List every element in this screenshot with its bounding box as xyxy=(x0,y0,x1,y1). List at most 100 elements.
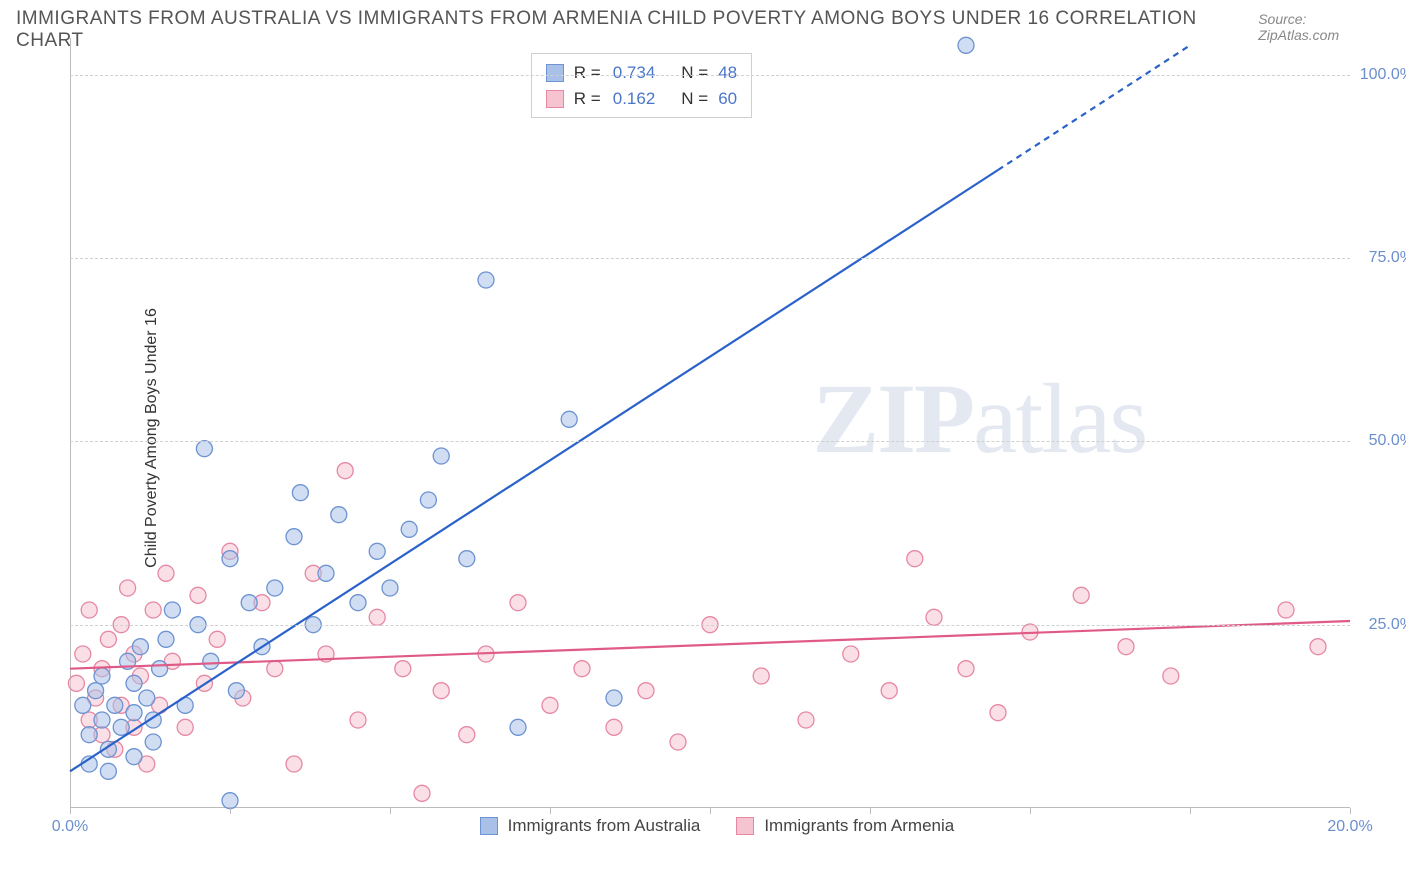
data-point xyxy=(222,793,238,809)
correlation-legend: R = 0.734 N = 48R = 0.162 N = 60 xyxy=(531,53,752,118)
data-point xyxy=(100,763,116,779)
y-tick-label: 25.0% xyxy=(1369,616,1406,634)
data-point xyxy=(241,595,257,611)
x-tick xyxy=(1350,808,1351,814)
data-point xyxy=(190,587,206,603)
legend-item: Immigrants from Australia xyxy=(480,816,701,836)
data-point xyxy=(100,631,116,647)
y-tick-label: 100.0% xyxy=(1360,66,1406,84)
data-point xyxy=(267,661,283,677)
chart-svg xyxy=(70,38,1350,808)
data-point xyxy=(158,631,174,647)
r-label: R = xyxy=(574,86,601,112)
x-tick xyxy=(870,808,871,814)
data-point xyxy=(510,719,526,735)
x-tick xyxy=(1190,808,1191,814)
legend-item: Immigrants from Armenia xyxy=(736,816,954,836)
r-label: R = xyxy=(574,60,601,86)
data-point xyxy=(318,565,334,581)
data-point xyxy=(926,609,942,625)
data-point xyxy=(395,661,411,677)
data-point xyxy=(164,602,180,618)
data-point xyxy=(132,639,148,655)
x-tick xyxy=(1030,808,1031,814)
data-point xyxy=(126,705,142,721)
data-point xyxy=(177,719,193,735)
r-value: 0.734 xyxy=(613,60,656,86)
data-point xyxy=(228,683,244,699)
data-point xyxy=(369,543,385,559)
data-point xyxy=(459,727,475,743)
data-point xyxy=(843,646,859,662)
data-point xyxy=(113,719,129,735)
legend-swatch xyxy=(546,90,564,108)
data-point xyxy=(94,668,110,684)
trend-line xyxy=(998,45,1190,170)
data-point xyxy=(75,646,91,662)
data-point xyxy=(798,712,814,728)
data-point xyxy=(510,595,526,611)
n-value: 60 xyxy=(718,86,737,112)
data-point xyxy=(1073,587,1089,603)
data-point xyxy=(459,551,475,567)
data-point xyxy=(267,580,283,596)
data-point xyxy=(1278,602,1294,618)
series-legend: Immigrants from Australia Immigrants from… xyxy=(480,816,955,836)
x-tick xyxy=(230,808,231,814)
data-point xyxy=(152,661,168,677)
data-point xyxy=(145,734,161,750)
data-point xyxy=(139,690,155,706)
r-value: 0.162 xyxy=(613,86,656,112)
data-point xyxy=(414,785,430,801)
data-point xyxy=(420,492,436,508)
data-point xyxy=(286,756,302,772)
legend-row: R = 0.162 N = 60 xyxy=(546,86,737,112)
x-tick-label: 20.0% xyxy=(1327,818,1372,836)
gridline-h xyxy=(70,75,1350,76)
data-point xyxy=(990,705,1006,721)
legend-swatch xyxy=(480,817,498,835)
data-point xyxy=(145,602,161,618)
data-point xyxy=(350,595,366,611)
data-point xyxy=(337,463,353,479)
data-point xyxy=(222,551,238,567)
data-point xyxy=(958,661,974,677)
data-point xyxy=(907,551,923,567)
legend-swatch xyxy=(736,817,754,835)
data-point xyxy=(881,683,897,699)
data-point xyxy=(382,580,398,596)
data-point xyxy=(433,683,449,699)
data-point xyxy=(369,609,385,625)
legend-row: R =0.734N =48 xyxy=(546,60,737,86)
data-point xyxy=(68,675,84,691)
legend-swatch xyxy=(546,64,564,82)
y-tick-label: 75.0% xyxy=(1369,249,1406,267)
data-point xyxy=(81,602,97,618)
data-point xyxy=(75,697,91,713)
data-point xyxy=(1310,639,1326,655)
data-point xyxy=(292,485,308,501)
data-point xyxy=(753,668,769,684)
data-point xyxy=(478,272,494,288)
plot-region: Child Poverty Among Boys Under 16 ZIPatl… xyxy=(40,38,1350,838)
x-tick-label: 0.0% xyxy=(52,818,88,836)
data-point xyxy=(126,675,142,691)
plot-area: ZIPatlas R =0.734N =48R =0.162N =60 Immi… xyxy=(70,38,1350,808)
gridline-h xyxy=(70,441,1350,442)
data-point xyxy=(107,697,123,713)
x-tick xyxy=(550,808,551,814)
data-point xyxy=(94,712,110,728)
n-value: 48 xyxy=(718,60,737,86)
data-point xyxy=(350,712,366,728)
data-point xyxy=(606,719,622,735)
data-point xyxy=(158,565,174,581)
source-label: Source: xyxy=(1258,11,1306,27)
n-label: N = xyxy=(681,86,708,112)
data-point xyxy=(120,580,136,596)
data-point xyxy=(126,749,142,765)
data-point xyxy=(561,411,577,427)
data-point xyxy=(638,683,654,699)
data-point xyxy=(606,690,622,706)
gridline-h xyxy=(70,625,1350,626)
y-tick-label: 50.0% xyxy=(1369,432,1406,450)
